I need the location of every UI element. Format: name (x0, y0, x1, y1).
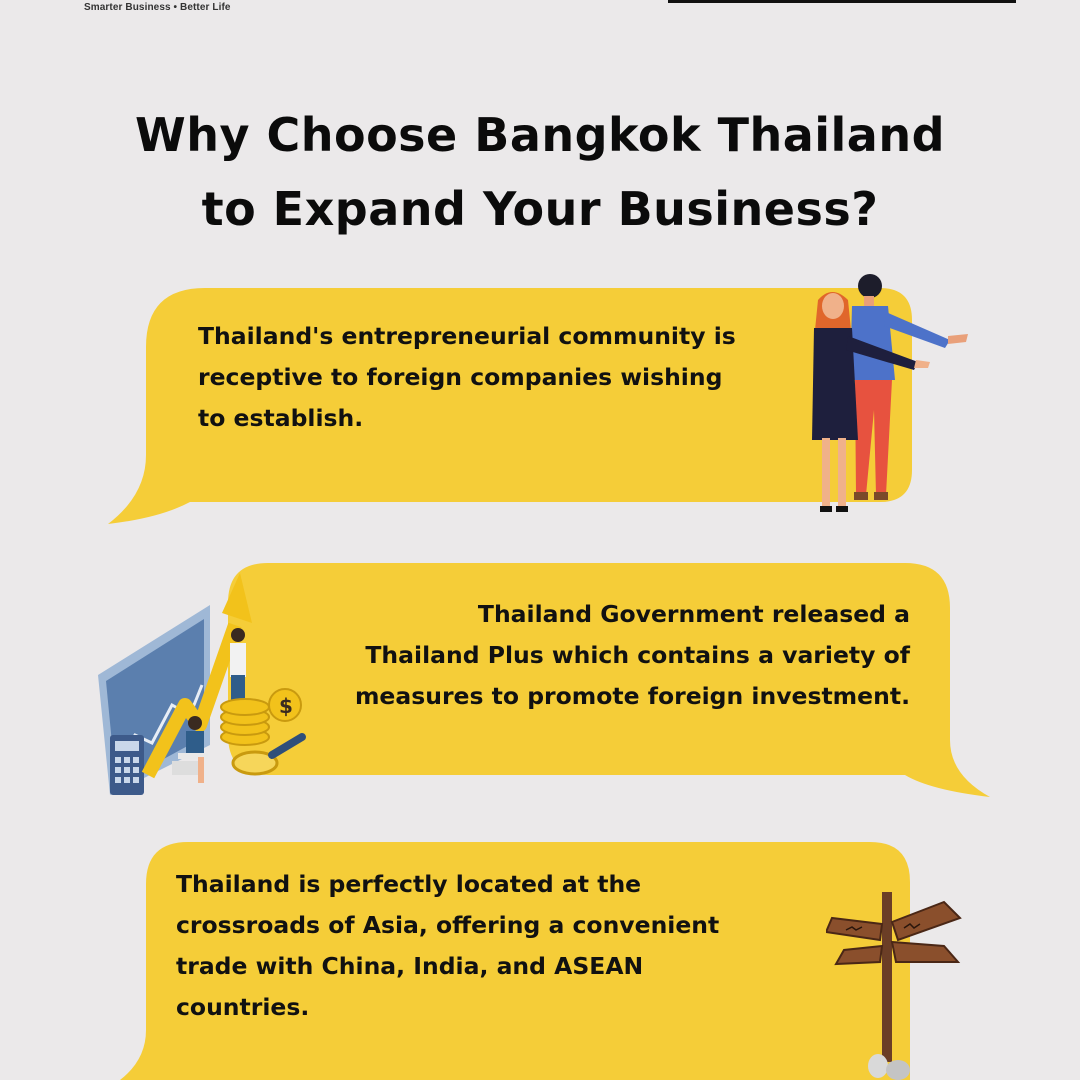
page-title: Why Choose Bangkok Thailand to Expand Yo… (0, 98, 1080, 246)
couple-pointing-illustration (812, 274, 968, 512)
card-3-line-2: crossroads of Asia, offering a convenien… (176, 911, 720, 939)
card-3-line-4: countries. (176, 993, 310, 1021)
card-3-line-3: trade with China, India, and ASEAN (176, 952, 644, 980)
speech-bubble-3 (120, 842, 910, 1080)
card-2-line-3: measures to promote foreign investment. (354, 682, 910, 710)
speech-bubble-1 (108, 288, 912, 524)
svg-text:$: $ (279, 694, 293, 718)
card-2-line-2: Thailand Plus which contains a variety o… (365, 641, 910, 669)
speech-bubble-2 (228, 563, 990, 797)
brand-tagline: Smarter Business • Better Life (84, 2, 231, 13)
card-3-line-1: Thailand is perfectly located at the (176, 870, 642, 898)
title-line-1: Why Choose Bangkok Thailand (134, 108, 946, 162)
card-2-text: Thailand Government released a Thailand … (290, 594, 910, 717)
card-1-line-3: to establish. (198, 404, 364, 432)
card-1-text: Thailand's entrepreneurial community is … (198, 316, 736, 439)
card-3-text: Thailand is perfectly located at the cro… (176, 864, 719, 1028)
card-1-line-2: receptive to foreign companies wishing (198, 363, 723, 391)
card-1-line-1: Thailand's entrepreneurial community is (198, 322, 736, 350)
signpost-illustration (826, 892, 962, 1080)
investment-growth-illustration: $ (98, 573, 306, 795)
card-2-line-1: Thailand Government released a (477, 600, 910, 628)
title-line-2: to Expand Your Business? (201, 182, 879, 236)
header-bar (668, 0, 1016, 3)
